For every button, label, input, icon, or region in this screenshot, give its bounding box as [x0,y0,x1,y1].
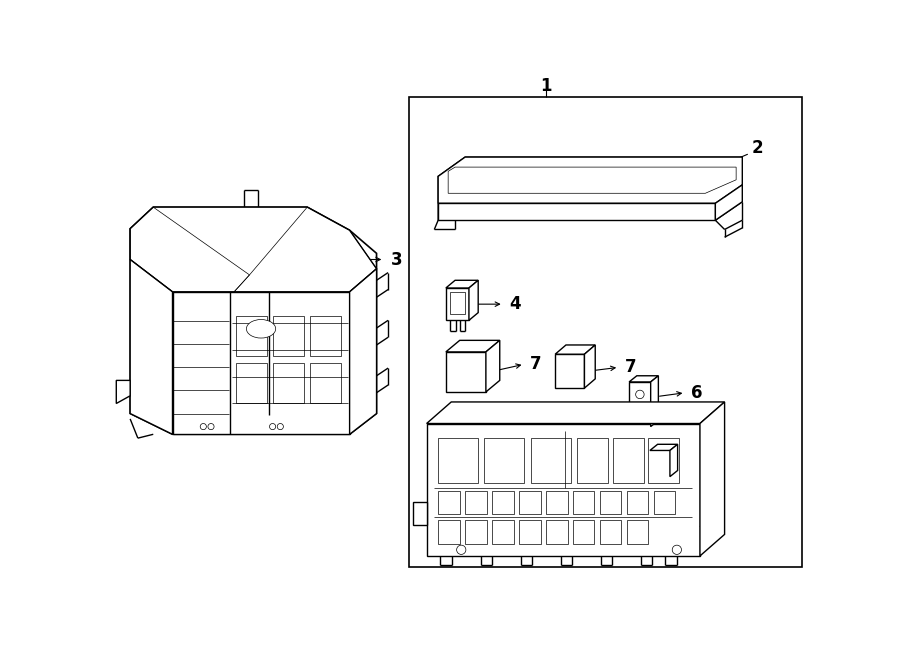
Polygon shape [555,354,584,388]
Polygon shape [670,444,678,477]
Polygon shape [427,424,700,556]
Polygon shape [584,345,595,388]
Polygon shape [173,292,349,434]
Polygon shape [650,444,678,450]
Polygon shape [116,380,130,403]
Polygon shape [555,345,595,354]
Polygon shape [130,207,376,292]
Text: 3: 3 [391,251,402,268]
Polygon shape [130,207,376,434]
Text: 5: 5 [712,455,724,473]
Polygon shape [130,260,173,434]
Polygon shape [409,97,802,566]
Text: 2: 2 [752,139,763,157]
Polygon shape [446,280,478,288]
Polygon shape [629,382,651,426]
Text: 7: 7 [530,355,542,373]
Polygon shape [651,375,659,426]
Polygon shape [469,280,478,321]
Polygon shape [486,340,500,392]
Polygon shape [716,185,742,220]
Text: 6: 6 [690,383,702,402]
Polygon shape [446,288,469,321]
Polygon shape [438,157,742,220]
Polygon shape [650,450,670,477]
Polygon shape [427,402,724,424]
Ellipse shape [247,319,275,338]
Text: 1: 1 [540,77,552,95]
Polygon shape [349,269,376,434]
Polygon shape [446,340,500,352]
Polygon shape [446,352,486,392]
Polygon shape [700,402,725,556]
Polygon shape [629,375,659,382]
Polygon shape [438,157,742,204]
Polygon shape [438,204,716,220]
Polygon shape [413,502,427,525]
Text: 4: 4 [509,295,520,313]
Text: 7: 7 [625,358,636,376]
